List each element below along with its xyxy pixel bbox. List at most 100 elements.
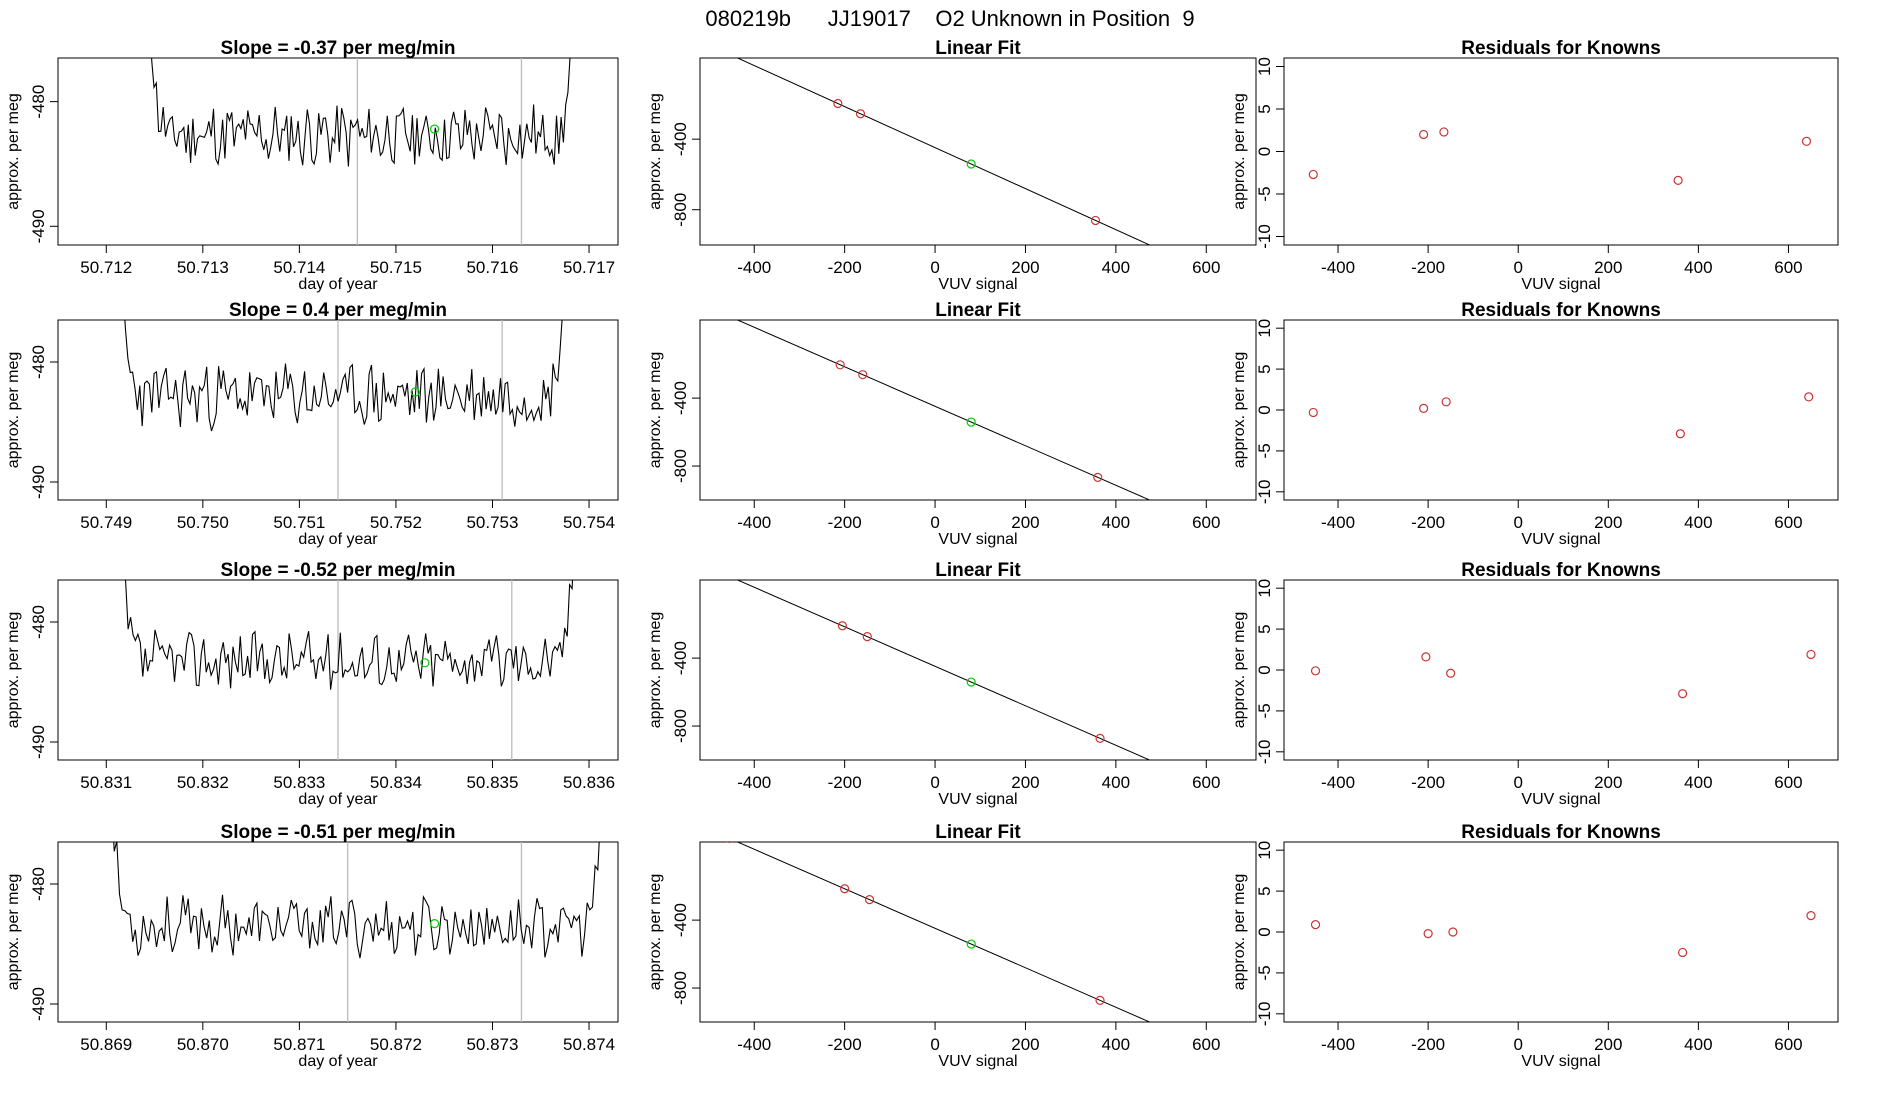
y-tick-label: -490 [29, 209, 48, 243]
plot-title: Slope = -0.37 per meg/min [221, 38, 456, 59]
y-tick-label: -480 [29, 345, 48, 379]
x-tick-label: -200 [1411, 773, 1445, 792]
plot-title: Residuals for Knowns [1461, 38, 1661, 59]
x-tick-label: 400 [1684, 513, 1712, 532]
known-point [835, 360, 845, 370]
known-point [1095, 995, 1105, 1005]
unknown-marker [429, 124, 440, 134]
plot-body [726, 320, 1231, 538]
y-tick-label: -480 [29, 867, 48, 901]
plot-title: Residuals for Knowns [1461, 300, 1661, 321]
x-tick-label: 0 [1513, 1035, 1522, 1054]
x-axis-label: VUV signal [1521, 1053, 1600, 1070]
unknown-point [966, 159, 976, 169]
plot-body [124, 320, 563, 500]
y-tick-label: -5 [1255, 965, 1274, 980]
unknown-point [966, 677, 976, 687]
residual-point [1801, 136, 1812, 146]
x-tick-label: 400 [1684, 1035, 1712, 1054]
x-tick-label: 50.832 [177, 773, 229, 792]
fit-line [736, 58, 1151, 245]
x-axis-label: VUV signal [938, 276, 1017, 293]
plot-title: Residuals for Knowns [1461, 822, 1661, 843]
x-tick-label: -400 [737, 1035, 771, 1054]
residual-point [1423, 929, 1433, 939]
x-tick-label: -200 [828, 773, 862, 792]
x-tick-label: 50.714 [273, 258, 325, 277]
x-tick-label: -200 [1411, 1035, 1445, 1054]
x-tick-label: 0 [1513, 258, 1522, 277]
known-point [1223, 530, 1231, 538]
x-tick-label: 600 [1774, 1035, 1802, 1054]
known-point [837, 621, 847, 631]
y-tick-label: -800 [671, 709, 690, 743]
y-axis-label: approx. per meg [647, 352, 664, 469]
y-tick-label: -490 [29, 987, 48, 1021]
x-tick-label: 400 [1684, 258, 1712, 277]
x-axis-label: day of year [298, 276, 378, 293]
known-point [1090, 215, 1101, 226]
plot-frame [699, 319, 1257, 501]
panel-linear_fit-0: Linear Fit -400 -200 0 200 400 600 -400 -800 VUV … [647, 38, 1257, 293]
x-tick-label: 600 [1192, 1035, 1220, 1054]
y-tick-label: 10 [1255, 57, 1274, 76]
residual-point [1308, 169, 1318, 180]
unknown-marker [420, 658, 430, 668]
x-axis-label: VUV signal [938, 531, 1017, 548]
x-tick-label: 50.831 [80, 773, 132, 792]
y-tick-label: 0 [1255, 665, 1274, 674]
x-tick-label: 600 [1192, 258, 1220, 277]
panel-linear_fit-2: Linear Fit -400 -200 0 200 400 600 -400 -800 VUV … [647, 560, 1257, 808]
y-axis-label: approx. per meg [1231, 874, 1248, 991]
x-tick-label: 50.870 [177, 1035, 229, 1054]
known-point [864, 895, 875, 905]
plot-title: Linear Fit [935, 560, 1021, 581]
known-point [833, 98, 843, 109]
residual-point [1439, 127, 1449, 137]
timeseries-trace [124, 320, 563, 432]
plot-frame [57, 841, 619, 1023]
panel-residuals-0: Residuals for Knowns -400 -200 0 200 400 600 10… [1231, 38, 1839, 293]
x-tick-label: 50.871 [273, 1035, 325, 1054]
residual-point [1421, 652, 1431, 662]
x-tick-label: 0 [1513, 773, 1522, 792]
x-tick-label: 200 [1011, 513, 1039, 532]
y-axis-label: approx. per meg [647, 93, 664, 210]
x-axis-label: VUV signal [1521, 276, 1600, 293]
unknown-point [966, 417, 976, 427]
x-tick-label: 50.751 [273, 513, 325, 532]
y-tick-label: -800 [671, 449, 690, 483]
x-tick-label: 50.869 [80, 1035, 132, 1054]
y-tick-label: 10 [1255, 579, 1274, 598]
known-point [855, 109, 866, 119]
known-point [726, 580, 728, 581]
panel-linear_fit-3: Linear Fit -400 -200 0 200 400 600 -400 -800 VUV … [647, 822, 1257, 1070]
y-tick-label: -800 [671, 971, 690, 1005]
plot-body [1310, 911, 1816, 958]
x-axis-label: day of year [298, 531, 378, 548]
plot-body [124, 580, 574, 760]
plot-frame [699, 579, 1257, 761]
x-tick-label: 200 [1594, 258, 1622, 277]
y-tick-label: -10 [1255, 1002, 1274, 1027]
x-tick-label: 400 [1102, 773, 1130, 792]
y-tick-label: -400 [671, 903, 690, 937]
x-tick-label: -400 [1321, 513, 1355, 532]
panel-timeseries-2: Slope = -0.52 per meg/min 50.831 50.832 50.… [5, 560, 619, 808]
x-tick-label: 0 [930, 258, 939, 277]
y-tick-label: -400 [671, 381, 690, 415]
x-axis-label: VUV signal [938, 1053, 1017, 1070]
x-tick-label: 50.713 [177, 258, 229, 277]
plot-body [1308, 392, 1814, 439]
y-tick-label: 5 [1255, 364, 1274, 373]
x-tick-label: 50.834 [370, 773, 422, 792]
residual-point [1678, 689, 1688, 699]
x-tick-label: 50.712 [80, 258, 132, 277]
x-tick-label: 50.752 [370, 513, 422, 532]
residual-point [1419, 403, 1429, 413]
fit-line [736, 842, 1151, 1022]
plot-title: Slope = -0.52 per meg/min [221, 560, 456, 581]
x-tick-label: -400 [1321, 773, 1355, 792]
y-axis-label: approx. per meg [1231, 352, 1248, 469]
